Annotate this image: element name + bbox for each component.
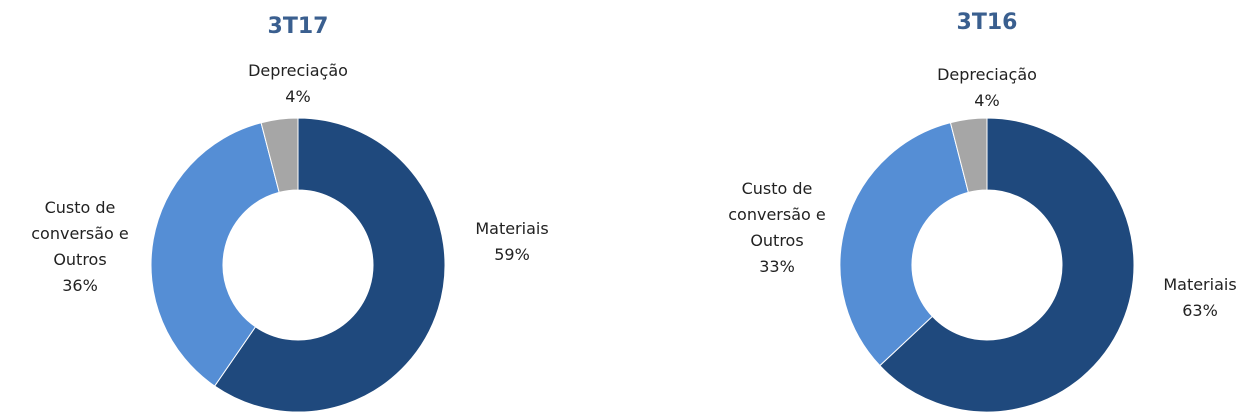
category-label: Depreciação [248, 61, 348, 80]
donut-slice [260, 117, 299, 194]
slice-label: Custo de conversão e Outros 33% [717, 176, 837, 280]
slice-label: Materiais 63% [1140, 272, 1246, 324]
category-label: Materiais [475, 219, 549, 238]
donut-slice [213, 117, 446, 413]
value-label: 33% [759, 257, 795, 276]
value-label: 4% [974, 91, 1000, 110]
chart-title: 3T17 [267, 14, 329, 39]
slice-label: Depreciação 4% [927, 62, 1047, 114]
donut-slice [839, 122, 969, 367]
donut-slice [150, 122, 280, 387]
slice-label: Depreciação 4% [238, 58, 358, 110]
value-label: 59% [494, 245, 530, 264]
value-label: 4% [285, 87, 311, 106]
donut-slice [879, 117, 1135, 413]
slice-label: Custo de conversão e Outros 36% [20, 195, 140, 299]
category-label: Depreciação [937, 65, 1037, 84]
donut-slice [949, 117, 988, 193]
slice-label: Materiais 59% [452, 216, 572, 268]
chart-title: 3T16 [956, 10, 1018, 35]
value-label: 63% [1182, 301, 1218, 320]
category-label: Custo de conversão e Outros [728, 179, 826, 250]
value-label: 36% [62, 276, 98, 295]
category-label: Custo de conversão e Outros [31, 198, 129, 269]
category-label: Materiais [1163, 275, 1237, 294]
